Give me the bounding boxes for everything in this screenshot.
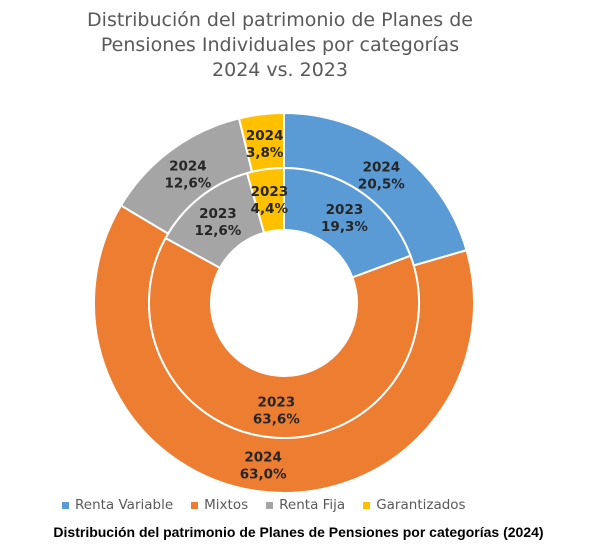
data-label-2024-mixtos: 2024 63,0% [240, 450, 287, 483]
legend-swatch [62, 501, 69, 509]
legend-swatch [363, 501, 371, 509]
legend-label: Mixtos [204, 497, 249, 513]
chart-title-line-1: Distribución del patrimonio de Planes de [87, 9, 473, 31]
legend-label: Renta Variable [75, 497, 174, 513]
chart-legend: Renta Variable Mixtos Renta Fija Garanti… [62, 497, 466, 513]
legend-item-renta-variable: Renta Variable [62, 497, 173, 513]
chart-data-labels: 2024 20,5% 2024 63,0% 2024 12,6% 2024 3,8% 2023 1… [164, 128, 405, 483]
legend-item-mixtos: Mixtos [191, 497, 248, 513]
figure-caption: Distribución del patrimonio de Planes de… [53, 524, 544, 540]
slice-2023-mixtos [148, 236, 420, 439]
legend-item-renta-fija: Renta Fija [266, 497, 345, 513]
data-label-2024-renta-variable: 2024 20,5% [358, 160, 405, 193]
data-label-2023-renta-fija: 2023 12,6% [195, 206, 242, 239]
slice-2023-garantizados [245, 166, 285, 235]
legend-swatch [191, 501, 199, 509]
data-label-2023-mixtos: 2023 63,6% [253, 395, 300, 428]
legend-item-garantizados: Garantizados [363, 497, 466, 513]
chart-slices [93, 111, 475, 494]
data-label-2024-garantizados: 2024 3,8% [246, 128, 284, 161]
legend-label: Garantizados [376, 497, 466, 513]
data-label-2023-garantizados: 2023 4,4% [251, 184, 289, 217]
data-label-2023-renta-variable: 2023 19,3% [321, 202, 368, 235]
data-label-2024-renta-fija: 2024 12,6% [164, 159, 211, 192]
chart-title: Distribución del patrimonio de Planes de… [0, 8, 560, 83]
legend-label: Renta Fija [279, 497, 346, 513]
chart-title-line-3: 2024 vs. 2023 [212, 59, 348, 81]
chart-title-line-2: Pensiones Individuales por categorías [100, 34, 460, 56]
legend-swatch [266, 501, 274, 509]
